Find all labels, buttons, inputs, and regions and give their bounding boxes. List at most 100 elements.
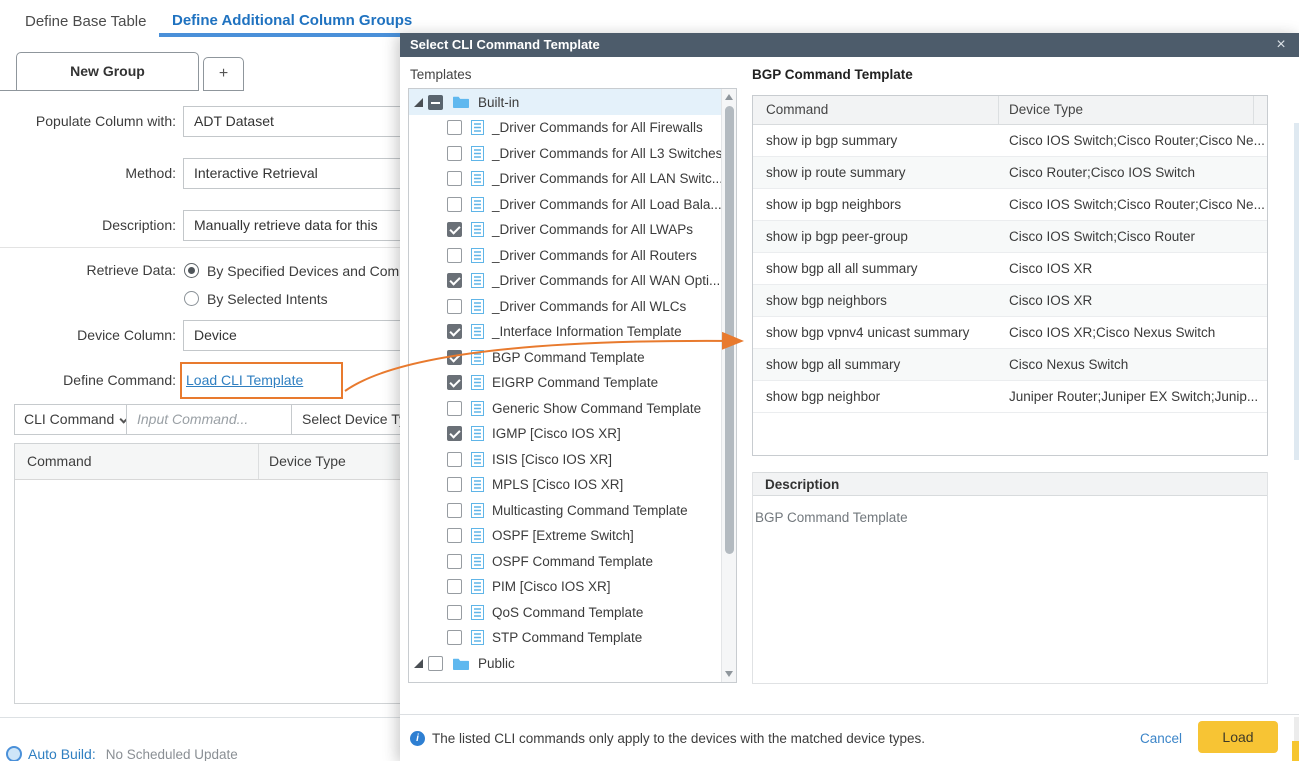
radio-by-selected-intents-label: By Selected Intents [207, 291, 328, 307]
command-table-row[interactable]: show ip bgp peer-group Cisco IOS Switch;… [753, 221, 1267, 253]
command-input-bar: CLI Command Input Command... Select Devi… [14, 404, 413, 435]
description-input[interactable]: Manually retrieve data for this [183, 210, 413, 241]
template-checkbox[interactable] [447, 502, 462, 518]
tree-item[interactable]: QoS Command Template [409, 600, 736, 626]
command-table-row[interactable]: show ip route summary Cisco Router;Cisco… [753, 157, 1267, 189]
template-checkbox[interactable] [447, 196, 462, 212]
command-cell: show ip route summary [766, 165, 906, 180]
radio-by-selected-intents[interactable] [184, 291, 199, 306]
template-doc-icon [471, 247, 484, 263]
public-checkbox[interactable] [428, 656, 443, 671]
tree-item-label: _Driver Commands for All L3 Switches [492, 145, 723, 161]
cancel-button[interactable]: Cancel [1140, 731, 1183, 746]
tree-scrollbar[interactable] [721, 89, 736, 682]
auto-build-label[interactable]: Auto Build: [28, 746, 96, 761]
tree-item[interactable]: STP Command Template [409, 625, 736, 651]
tree-node-built-in[interactable]: Built-in [409, 89, 736, 115]
template-checkbox[interactable] [447, 426, 462, 442]
command-cell: show bgp neighbors [766, 293, 887, 308]
tree-item-label: _Interface Information Template [492, 324, 682, 340]
form-divider [0, 247, 413, 248]
template-checkbox[interactable] [447, 222, 462, 238]
template-checkbox[interactable] [447, 375, 462, 391]
tree-item[interactable]: OSPF [Extreme Switch] [409, 523, 736, 549]
add-group-tab[interactable]: + [203, 57, 244, 91]
expand-triangle-icon[interactable] [414, 659, 423, 668]
load-cli-template-link[interactable]: Load CLI Template [186, 372, 304, 388]
device-column-select[interactable]: Device [183, 320, 413, 351]
populate-column-select[interactable]: ADT Dataset [183, 106, 413, 137]
tree-item[interactable]: _Driver Commands for All Load Bala... [409, 192, 736, 218]
command-table-row[interactable]: show bgp all all summary Cisco IOS XR [753, 253, 1267, 285]
tree-item[interactable]: PIM [Cisco IOS XR] [409, 574, 736, 600]
template-checkbox[interactable] [447, 451, 462, 467]
tree-item-label: QoS Command Template [492, 604, 644, 620]
scroll-down-icon[interactable] [725, 671, 733, 677]
tab-define-base-table[interactable]: Define Base Table [25, 13, 147, 30]
template-checkbox[interactable] [447, 349, 462, 365]
page-scrollbar-edge[interactable] [1294, 123, 1299, 460]
template-checkbox[interactable] [447, 528, 462, 544]
template-doc-icon [471, 171, 484, 187]
template-command-table: Command Device Type show ip bgp summary … [752, 95, 1268, 456]
method-select[interactable]: Interactive Retrieval [183, 158, 413, 189]
template-checkbox[interactable] [447, 247, 462, 263]
tree-item[interactable]: BGP Command Template [409, 345, 736, 371]
scroll-up-icon[interactable] [725, 94, 733, 100]
tree-item[interactable]: _Driver Commands for All L3 Switches [409, 141, 736, 167]
tree-item[interactable]: _Driver Commands for All LAN Switc... [409, 166, 736, 192]
tree-item-label: EIGRP Command Template [492, 375, 659, 391]
tab-define-additional-column-groups[interactable]: Define Additional Column Groups [172, 12, 413, 29]
load-button[interactable]: Load [1198, 721, 1278, 753]
tree-item[interactable]: ISIS [Cisco IOS XR] [409, 447, 736, 473]
built-in-checkbox[interactable] [428, 94, 443, 110]
template-checkbox[interactable] [447, 579, 462, 595]
tree-item[interactable]: _Driver Commands for All LWAPs [409, 217, 736, 243]
template-checkbox[interactable] [447, 604, 462, 620]
command-table-row[interactable]: show bgp neighbor Juniper Router;Juniper… [753, 381, 1267, 413]
tab-new-group[interactable]: New Group [16, 52, 199, 91]
command-cell: show bgp all summary [766, 357, 901, 372]
template-checkbox[interactable] [447, 145, 462, 161]
tree-item[interactable]: _Driver Commands for All Routers [409, 243, 736, 269]
annotation-highlight-box [180, 362, 343, 399]
tree-item[interactable]: _Driver Commands for All WAN Opti... [409, 268, 736, 294]
command-table-row[interactable]: show ip bgp summary Cisco IOS Switch;Cis… [753, 125, 1267, 157]
template-checkbox[interactable] [447, 298, 462, 314]
expand-triangle-icon[interactable] [414, 97, 423, 107]
scrollbar-thumb[interactable] [725, 106, 734, 554]
tree-item[interactable]: IGMP [Cisco IOS XR] [409, 421, 736, 447]
command-table-row[interactable]: show bgp all summary Cisco Nexus Switch [753, 349, 1267, 381]
template-doc-icon [471, 324, 484, 340]
template-checkbox[interactable] [447, 324, 462, 340]
command-input[interactable]: Input Command... [127, 405, 292, 434]
description-text: BGP Command Template [755, 510, 908, 525]
command-table-row[interactable]: show bgp vpnv4 unicast summary Cisco IOS… [753, 317, 1267, 349]
close-icon[interactable]: × [1276, 36, 1286, 53]
tree-item[interactable]: Multicasting Command Template [409, 498, 736, 524]
tree-item-label: IGMP [Cisco IOS XR] [492, 426, 621, 442]
template-checkbox[interactable] [447, 630, 462, 646]
tree-item[interactable]: _Interface Information Template [409, 319, 736, 345]
tree-item[interactable]: EIGRP Command Template [409, 370, 736, 396]
template-checkbox[interactable] [447, 400, 462, 416]
radio-by-specified-devices[interactable] [184, 263, 199, 278]
template-checkbox[interactable] [447, 120, 462, 136]
template-checkbox[interactable] [447, 273, 462, 289]
cli-command-dropdown[interactable]: CLI Command [15, 405, 127, 434]
template-checkbox[interactable] [447, 171, 462, 187]
tree-item[interactable]: OSPF Command Template [409, 549, 736, 575]
description-panel: Description BGP Command Template [752, 472, 1268, 684]
tree-item[interactable]: Generic Show Command Template [409, 396, 736, 422]
template-checkbox[interactable] [447, 553, 462, 569]
command-table-row[interactable]: show bgp neighbors Cisco IOS XR [753, 285, 1267, 317]
template-doc-icon [471, 222, 484, 238]
tree-node-public[interactable]: Public [409, 651, 736, 677]
tree-item[interactable]: _Driver Commands for All WLCs [409, 294, 736, 320]
command-table-row[interactable]: show ip bgp neighbors Cisco IOS Switch;C… [753, 189, 1267, 221]
tree-item[interactable]: _Driver Commands for All Firewalls [409, 115, 736, 141]
templates-tree: Built-in _Driver Commands for All Firewa… [408, 88, 737, 683]
template-checkbox[interactable] [447, 477, 462, 493]
tree-item[interactable]: MPLS [Cisco IOS XR] [409, 472, 736, 498]
select-device-type-dropdown[interactable]: Select Device Type [302, 411, 412, 427]
